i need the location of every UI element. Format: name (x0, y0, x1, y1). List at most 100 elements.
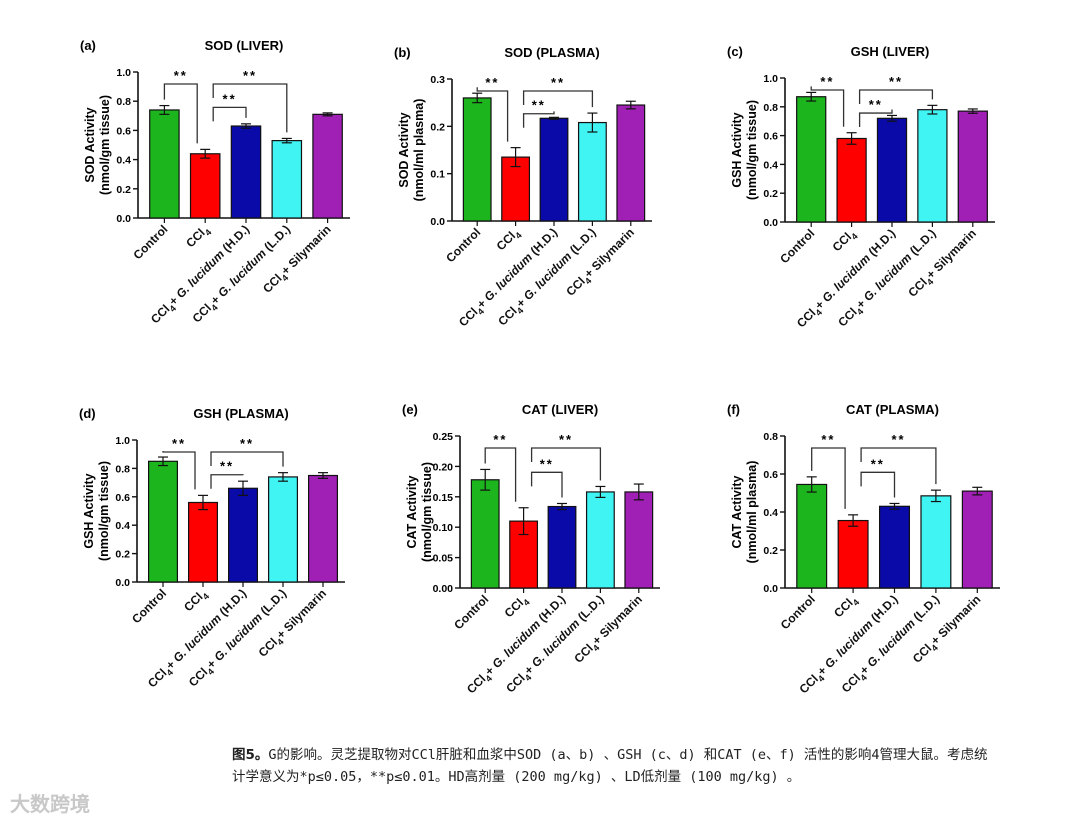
significance-bracket (522, 90, 594, 108)
category-label: Control (130, 222, 170, 262)
bar (271, 140, 303, 219)
y-tick-label: 0.8 (763, 431, 778, 443)
chart-title: SOD (LIVER) (205, 38, 284, 53)
significance-label: ** (172, 436, 186, 451)
y-axis-label: GSH Activity(nmol/gm tissue) (730, 100, 759, 200)
chart-panel-f: (f) CAT (PLASMA) CAT Activity(nmol/ml plas… (727, 402, 1000, 696)
bar (547, 505, 577, 589)
significance-label: ** (220, 459, 234, 474)
category-label: CCl4 (830, 226, 860, 256)
y-axis-label: CAT Activity(nmol/ml plasma) (730, 461, 759, 564)
chart-panel-a: (a) SOD (LIVER) SOD Activity(nmol/gm tissu… (80, 38, 350, 326)
significance-bracket (476, 87, 509, 142)
significance-label: ** (869, 97, 883, 112)
panel-letter: (b) (394, 45, 411, 60)
chart-panel-b: (b) SOD (PLASMA) SOD Activity(nmol/ml plas… (394, 45, 652, 329)
y-axis-label: SOD Activity(nmol/gm tissue) (83, 95, 112, 195)
significance-bracket (212, 83, 288, 133)
chart-title: GSH (LIVER) (851, 44, 930, 59)
caption-text: G的影响。灵芝提取物对CCl肝脏和血浆中SOD (a、b) 、GSH (c、d)… (232, 747, 988, 785)
category-label: CCl4+ Silymarin (571, 592, 647, 668)
chart-title: CAT (PLASMA) (846, 402, 939, 417)
bar (539, 117, 569, 222)
significance-bracket (858, 109, 893, 128)
significance-bracket (860, 447, 937, 485)
y-tick-label: 0.25 (433, 431, 454, 443)
y-tick-label: 0.4 (763, 507, 778, 519)
y-tick-label: 0.2 (763, 188, 778, 200)
bar (308, 474, 339, 583)
y-tick-label: 0.15 (433, 492, 454, 504)
significance-label: ** (240, 436, 254, 451)
category-label: CCl4 (831, 592, 861, 622)
panel-letter: (d) (79, 406, 96, 421)
y-tick-label: 0.1 (430, 169, 445, 181)
y-tick-label: 1.0 (115, 435, 130, 447)
category-label: CCl4 (502, 592, 532, 622)
category-label: Control (777, 226, 817, 266)
bar (796, 483, 828, 589)
y-tick-label: 0.0 (430, 216, 445, 228)
significance-label: ** (174, 68, 188, 83)
figure-caption: 图5。G的影响。灵芝提取物对CCl肝脏和血浆中SOD (a、b) 、GSH (c… (232, 744, 992, 788)
chart-panel-e: (e) CAT (LIVER) CAT Activity(nmol/gm tissu… (402, 402, 660, 696)
bar (230, 125, 262, 219)
significance-label: ** (821, 432, 835, 447)
bar (268, 476, 299, 583)
chart-title: CAT (LIVER) (522, 402, 598, 417)
significance-label: ** (243, 68, 257, 83)
category-label: Control (129, 586, 169, 626)
category-label: CCl4+ Silymarin (563, 225, 639, 301)
caption-label: 图5。 (232, 747, 269, 763)
y-tick-label: 0.0 (116, 213, 131, 225)
significance-bracket (530, 447, 602, 481)
bar (796, 96, 827, 223)
category-label: CCl4 (494, 225, 524, 255)
significance-bracket (530, 471, 563, 498)
y-tick-label: 0.4 (763, 159, 778, 171)
bar (878, 505, 911, 589)
significance-bracket (811, 447, 846, 509)
bar (920, 495, 952, 589)
significance-label: ** (532, 98, 546, 113)
bar (577, 121, 607, 222)
y-tick-label: 0.2 (430, 121, 445, 133)
significance-label: ** (559, 432, 573, 447)
bar (624, 491, 654, 589)
significance-bracket (210, 451, 284, 467)
y-tick-label: 0.8 (763, 102, 778, 114)
bar (957, 110, 988, 223)
panel-letter: (f) (727, 402, 740, 417)
bar (149, 109, 180, 219)
bar (188, 501, 219, 583)
significance-label: ** (551, 75, 565, 90)
bar (917, 109, 948, 223)
bar (585, 491, 615, 589)
y-tick-label: 0.2 (115, 549, 130, 561)
y-tick-label: 0.2 (116, 184, 131, 196)
significance-bracket (212, 106, 247, 122)
y-tick-label: 0.00 (433, 583, 454, 595)
bar (836, 137, 867, 223)
category-label: CCl4 (183, 222, 213, 252)
y-tick-label: 0.4 (115, 520, 130, 532)
bar (961, 490, 993, 589)
bar (470, 479, 500, 589)
y-axis-label: GSH Activity(nmol/gm tissue) (82, 461, 111, 561)
y-tick-label: 0.0 (763, 217, 778, 229)
bar (876, 117, 908, 223)
significance-bracket (858, 89, 934, 104)
bar (148, 460, 179, 583)
y-tick-label: 0.6 (763, 131, 778, 143)
bar (462, 97, 492, 222)
y-tick-label: 0.0 (763, 583, 778, 595)
panel-letter: (a) (80, 38, 96, 53)
y-tick-label: 0.8 (115, 463, 130, 475)
y-tick-label: 0.4 (116, 155, 131, 167)
chart-title: SOD (PLASMA) (504, 45, 599, 60)
y-tick-label: 0.10 (433, 522, 454, 534)
chart-panel-d: (d) GSH (PLASMA) GSH Activity(nmol/gm tiss… (79, 406, 345, 690)
significance-bracket (210, 474, 244, 489)
y-tick-label: 0.0 (115, 577, 130, 589)
bar (837, 519, 869, 589)
